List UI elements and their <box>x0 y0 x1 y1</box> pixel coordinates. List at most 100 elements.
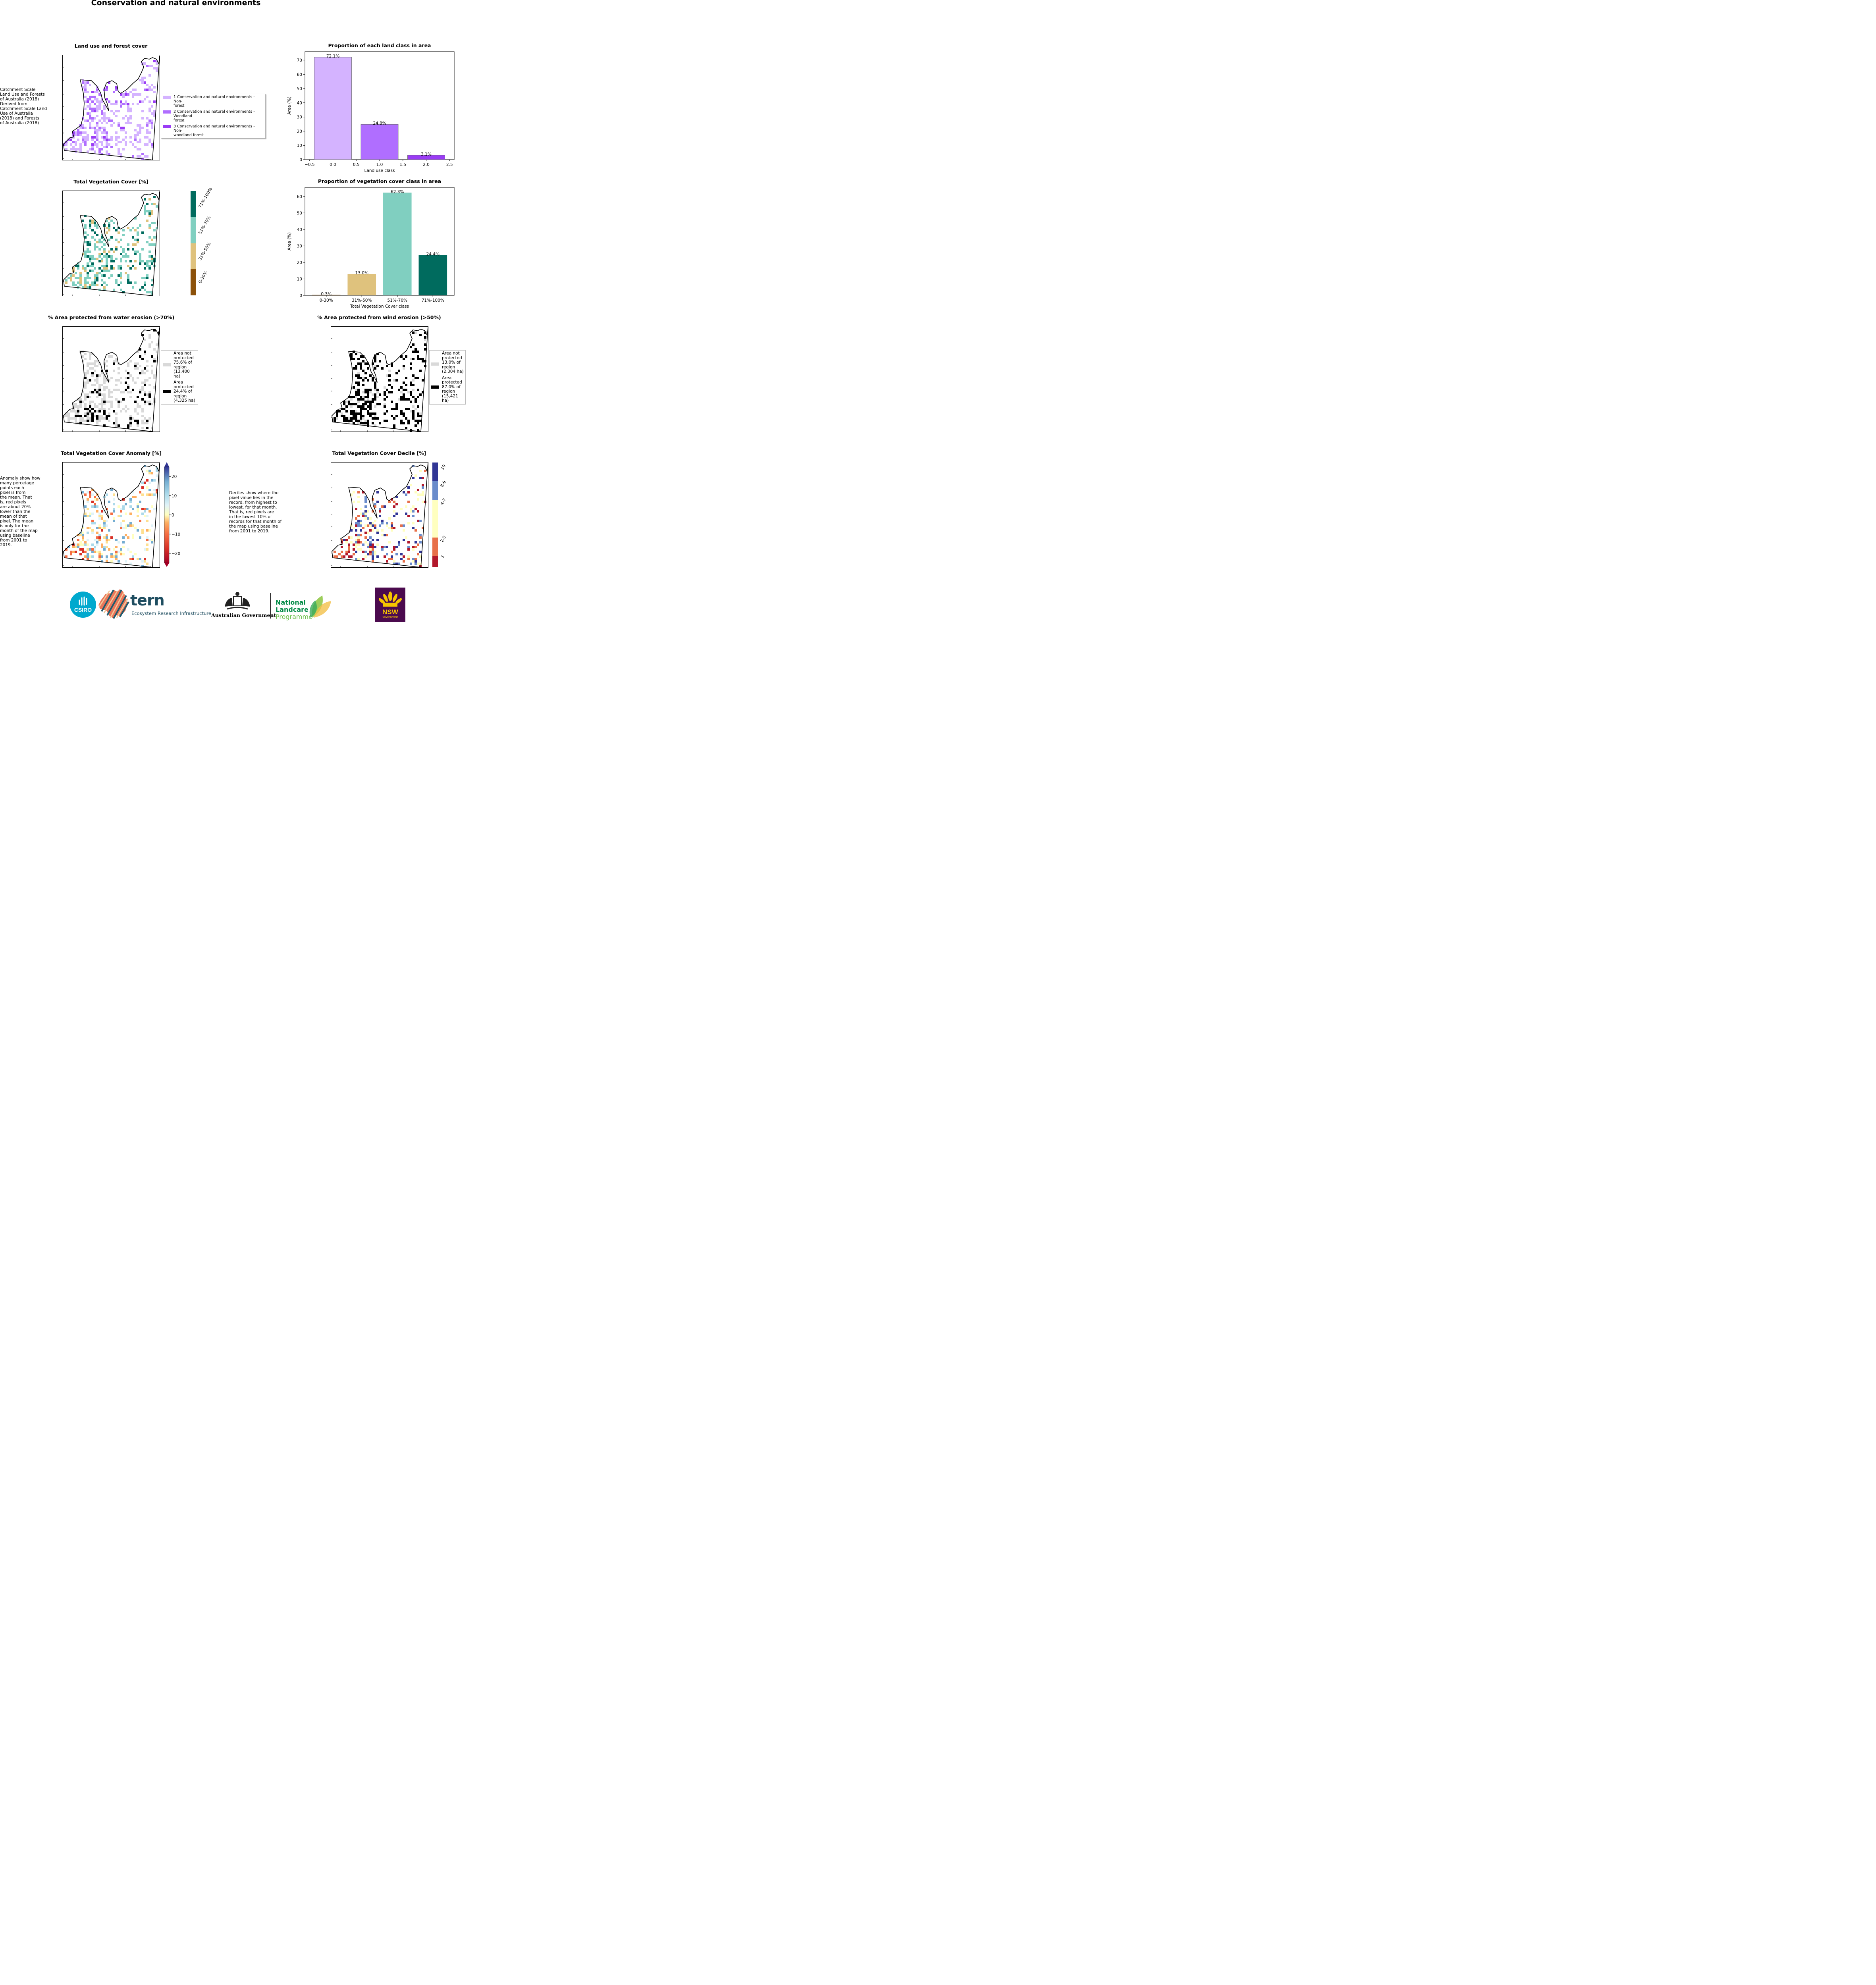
map-pixel <box>137 124 139 127</box>
region-boundary <box>332 327 428 432</box>
map-pixel <box>103 424 106 427</box>
map-pixel <box>405 493 407 496</box>
map-pixel <box>376 396 379 398</box>
map-pixel <box>94 150 96 153</box>
map-pixel <box>151 203 153 205</box>
map-pixel <box>108 355 110 358</box>
map-pixel <box>122 408 125 410</box>
map-pixel <box>87 527 89 529</box>
map-pixel <box>369 517 372 520</box>
map-pixel <box>106 415 108 417</box>
map-pixel <box>357 391 360 393</box>
map-pixel <box>129 417 132 420</box>
map-pixel <box>120 377 122 379</box>
map-pixel <box>151 112 153 115</box>
map-pixel <box>362 422 364 424</box>
map-pixel <box>137 503 139 505</box>
map-pixel <box>146 393 148 396</box>
map-pixel <box>144 558 146 560</box>
map-pixel <box>103 274 106 277</box>
bar-data-label: 24.8% <box>373 121 386 126</box>
decile-explanation: Deciles show where the pixel value lies … <box>229 491 282 534</box>
map-pixel <box>101 253 103 255</box>
map-pixel <box>369 412 372 415</box>
map-pixel <box>369 548 372 551</box>
map-pixel <box>125 255 127 258</box>
map-pixel <box>412 374 415 377</box>
map-pixel <box>350 420 353 422</box>
map-pixel <box>84 279 87 281</box>
map-pixel <box>369 415 372 417</box>
map-pixel <box>103 286 106 289</box>
map-pixel <box>148 346 151 348</box>
map-pixel <box>424 331 426 334</box>
map-pixel <box>395 408 398 410</box>
map-pixel <box>118 379 120 382</box>
map-pixel <box>79 134 82 136</box>
map-pixel <box>96 227 98 229</box>
map-pixel <box>96 498 98 501</box>
map-pixel <box>355 529 357 532</box>
map-pixel <box>372 398 374 401</box>
map-pixel <box>141 415 144 417</box>
map-pixel <box>345 401 348 403</box>
map-pixel <box>84 415 87 417</box>
map-pixel <box>132 236 134 239</box>
map-pixel <box>353 396 355 398</box>
map-pixel <box>127 265 129 267</box>
map-pixel <box>87 248 89 251</box>
map-pixel <box>422 360 424 362</box>
map-pixel <box>148 215 151 217</box>
map-pixel <box>96 420 98 422</box>
map-pixel <box>391 551 393 553</box>
map-pixel <box>94 284 96 286</box>
map-pixel <box>360 415 362 417</box>
colorbar-tick-label: −10 <box>172 532 180 537</box>
map-pixel <box>96 139 98 141</box>
map-pixel <box>96 115 98 117</box>
map-pixel <box>148 336 151 339</box>
map-pixel <box>115 281 118 284</box>
map-pixel <box>369 522 372 524</box>
map-pixel <box>360 405 362 408</box>
map-pixel <box>137 134 139 136</box>
map-pixel <box>127 365 129 367</box>
map-pixel <box>96 505 98 508</box>
map-pixel <box>348 401 350 403</box>
map-pixel <box>148 236 151 239</box>
map-pixel <box>75 265 77 267</box>
map-pixel <box>355 417 357 420</box>
map-pixel <box>139 372 141 374</box>
landuse-map-canvas <box>63 56 160 160</box>
map-pixel <box>89 358 91 360</box>
map-pixel <box>87 410 89 412</box>
map-pixel <box>369 543 372 546</box>
map-pixel <box>374 367 376 370</box>
map-pixel <box>96 234 98 236</box>
map-pixel <box>364 524 367 527</box>
map-pixel <box>391 401 393 403</box>
map-pixel <box>355 534 357 536</box>
map-pixel <box>103 131 106 134</box>
map-pixel <box>374 524 376 527</box>
map-pixel <box>91 119 94 122</box>
wind-legend: Area not protected 13.0% of region (2,30… <box>429 350 466 405</box>
map-pixel <box>357 496 360 498</box>
map-pixel <box>87 365 89 367</box>
map-pixel <box>410 346 412 348</box>
map-pixel <box>369 405 372 408</box>
map-pixel <box>360 524 362 527</box>
map-pixel <box>353 527 355 529</box>
map-pixel <box>94 117 96 119</box>
map-pixel <box>367 398 369 401</box>
map-pixel <box>139 124 141 127</box>
map-pixel <box>153 508 156 510</box>
map-pixel <box>118 148 120 150</box>
map-pixel <box>106 220 108 222</box>
map-pixel <box>120 508 122 510</box>
map-pixel <box>122 127 125 129</box>
map-pixel <box>345 405 348 408</box>
vegcover-map-canvas <box>63 191 160 296</box>
map-pixel <box>113 508 115 510</box>
map-pixel <box>362 527 364 529</box>
